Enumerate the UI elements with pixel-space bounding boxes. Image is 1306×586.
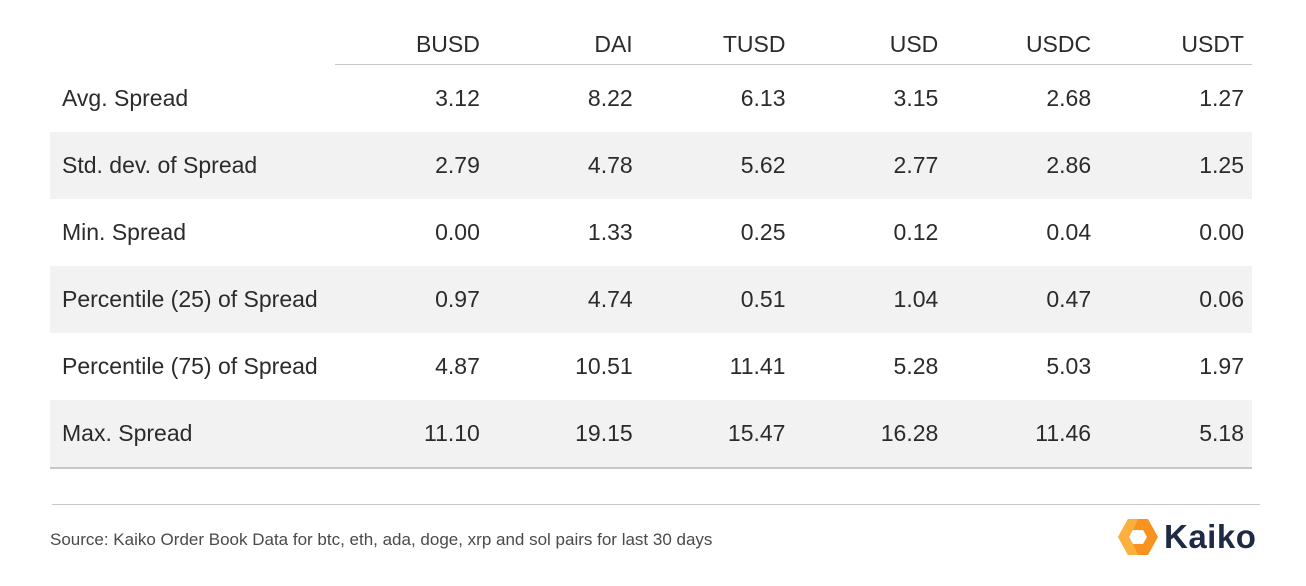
table-cell-usdc: 0.04	[1046, 219, 1092, 245]
table-cell-dai: 19.15	[487, 400, 641, 469]
logo-hexagon-light-facet	[1118, 519, 1138, 555]
table-cell-usdc: 11.46	[946, 400, 1100, 469]
footer-divider	[52, 504, 1260, 505]
table-row: Percentile (25) of Spread 0.97 4.74 0.51 1.0…	[50, 266, 1252, 333]
header-row: BUSD DAI TUSD USD USDC USDT	[50, 24, 1252, 65]
column-header-busd: BUSD	[335, 24, 488, 65]
column-header-dai: DAI	[487, 24, 641, 65]
logo-hexagon-center	[1129, 530, 1147, 544]
kaiko-logo: Kaiko	[1118, 516, 1256, 558]
table-row: Max. Spread 11.10 19.15 15.47 16.28 11.46 5.18	[50, 400, 1252, 469]
kaiko-wordmark: Kaiko	[1164, 518, 1257, 555]
row-label: Std. dev. of Spread	[50, 132, 336, 199]
row-label: Percentile (75) of Spread	[62, 353, 318, 379]
table-cell-usdt: 0.00	[1199, 219, 1244, 245]
table-cell-usdc: 2.86	[946, 132, 1100, 199]
table-cell-usdc: 2.68	[1046, 85, 1092, 111]
table-row: Std. dev. of Spread 2.79 4.78 5.62 2.77 2.86 1…	[50, 132, 1252, 199]
column-header-tusd: TUSD	[640, 24, 794, 65]
table-cell-usdt: 1.97	[1199, 353, 1244, 379]
kaiko-logo-mark-icon	[1118, 519, 1158, 555]
column-header-usd: USD	[793, 24, 947, 65]
row-label: Avg. Spread	[62, 84, 189, 111]
spread-statistics-table: BUSD DAI TUSD USD USDC USDT Avg. Spread 3.12 8.…	[50, 24, 1252, 469]
table-cell-busd: 0.97	[335, 266, 488, 333]
table-cell-busd: 3.12	[435, 85, 480, 111]
table-cell-busd: 2.79	[335, 132, 488, 199]
table-cell-busd: 11.10	[335, 400, 488, 469]
table-cell-usd: 1.04	[793, 266, 947, 333]
table-cell-tusd: 0.25	[740, 219, 786, 245]
column-header-usdc: USDC	[946, 24, 1100, 65]
table-cell-tusd: 0.51	[640, 266, 794, 333]
table-cell-busd: 0.00	[435, 219, 480, 245]
row-label: Min. Spread	[62, 219, 187, 245]
table-cell-dai: 4.74	[487, 266, 641, 333]
table-body: Avg. Spread 3.12 8.22 6.13 3.15 2.68 1.27 Std. …	[50, 65, 1252, 469]
table-cell-usdc: 0.47	[946, 266, 1100, 333]
column-header-usdt: USDT	[1099, 24, 1252, 65]
table-row: Percentile (75) of Spread 4.87 10.51 11.41 5…	[50, 333, 1252, 400]
table-cell-usdt: 1.25	[1099, 132, 1252, 199]
table-cell-tusd: 15.47	[640, 400, 794, 469]
table-row: Min. Spread 0.00 1.33 0.25 0.12 0.04 0.00	[50, 199, 1252, 266]
row-label: Max. Spread	[50, 400, 336, 469]
table-cell-tusd: 6.13	[740, 85, 786, 111]
row-label: Percentile (25) of Spread	[50, 266, 336, 333]
table-row: Avg. Spread 3.12 8.22 6.13 3.15 2.68 1.27	[50, 65, 1252, 133]
table-cell-tusd: 11.41	[729, 353, 786, 379]
table-cell-tusd: 5.62	[640, 132, 794, 199]
table-cell-usd: 16.28	[793, 400, 947, 469]
table-cell-usdt: 5.18	[1099, 400, 1252, 469]
header-corner	[50, 24, 335, 65]
table-cell-usd: 2.77	[793, 132, 947, 199]
table-cell-usd: 0.12	[893, 219, 939, 245]
table-cell-dai: 1.33	[587, 219, 633, 245]
table-cell-usdt: 0.06	[1099, 266, 1252, 333]
table-cell-dai: 8.22	[587, 85, 633, 111]
table-cell-usd: 3.15	[893, 85, 939, 111]
table-cell-usd: 5.28	[893, 353, 939, 379]
table-cell-busd: 4.87	[435, 353, 480, 379]
table-cell-usdt: 1.27	[1199, 85, 1244, 111]
table-cell-usdc: 5.03	[1046, 353, 1092, 379]
source-note: Source: Kaiko Order Book Data for btc, e…	[50, 530, 713, 549]
table-cell-dai: 4.78	[487, 132, 641, 199]
table-cell-dai: 10.51	[575, 353, 633, 379]
